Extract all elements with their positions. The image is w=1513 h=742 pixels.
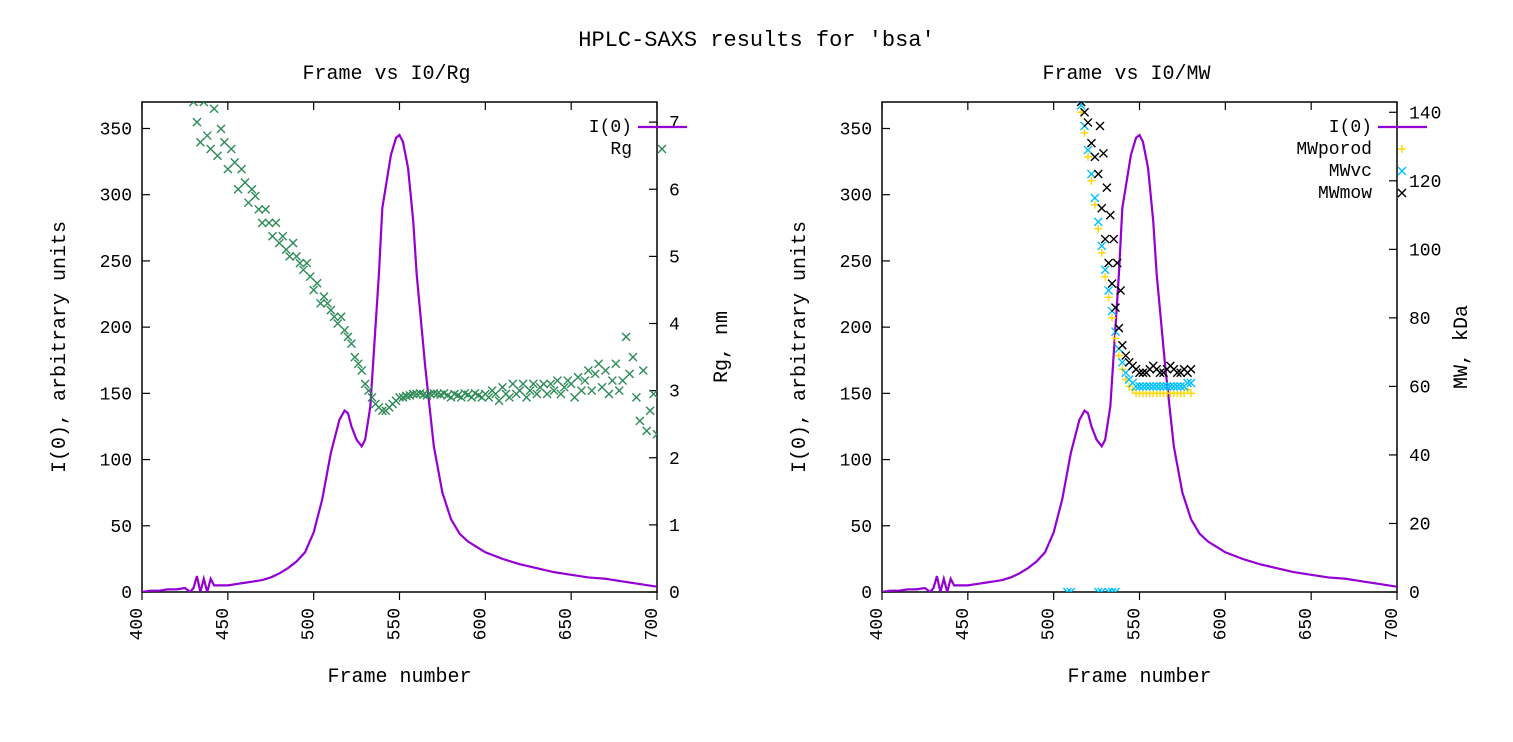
svg-text:120: 120	[1409, 173, 1441, 193]
svg-text:450: 450	[213, 608, 233, 640]
left-panel: Frame vs I0/Rg 4004505005506006507000501…	[37, 63, 737, 703]
svg-text:1: 1	[669, 517, 680, 537]
svg-text:150: 150	[99, 385, 131, 405]
svg-text:600: 600	[1211, 608, 1231, 640]
svg-text:550: 550	[1125, 608, 1145, 640]
svg-text:500: 500	[1039, 608, 1059, 640]
svg-text:Frame number: Frame number	[327, 666, 471, 689]
svg-text:300: 300	[99, 187, 131, 207]
svg-text:200: 200	[99, 319, 131, 339]
svg-text:MWporod: MWporod	[1296, 140, 1372, 160]
svg-text:200: 200	[839, 319, 871, 339]
svg-text:50: 50	[110, 518, 132, 538]
right-chart-svg: 4004505005506006507000501001502002503003…	[777, 92, 1477, 692]
main-title: HPLC-SAXS results for 'bsa'	[0, 0, 1513, 63]
svg-text:Frame number: Frame number	[1067, 666, 1211, 689]
svg-text:700: 700	[1383, 608, 1403, 640]
svg-text:4: 4	[669, 316, 680, 336]
svg-text:350: 350	[99, 120, 131, 140]
svg-text:500: 500	[299, 608, 319, 640]
svg-text:400: 400	[128, 608, 148, 640]
svg-text:300: 300	[839, 187, 871, 207]
svg-text:600: 600	[471, 608, 491, 640]
svg-text:250: 250	[99, 253, 131, 273]
svg-text:0: 0	[669, 584, 680, 604]
svg-text:I(0), arbitrary units: I(0), arbitrary units	[49, 221, 72, 473]
left-subtitle: Frame vs I0/Rg	[37, 63, 737, 86]
svg-text:650: 650	[557, 608, 577, 640]
svg-text:100: 100	[839, 452, 871, 472]
svg-text:0: 0	[861, 584, 872, 604]
svg-text:I(0): I(0)	[588, 118, 631, 138]
svg-text:40: 40	[1409, 447, 1431, 467]
svg-text:6: 6	[669, 181, 680, 201]
svg-text:0: 0	[121, 584, 132, 604]
svg-text:I(0): I(0)	[1328, 118, 1371, 138]
svg-text:I(0), arbitrary units: I(0), arbitrary units	[789, 221, 812, 473]
right-panel: Frame vs I0/MW 4004505005506006507000501…	[777, 63, 1477, 703]
svg-text:Rg: Rg	[610, 140, 632, 160]
svg-text:100: 100	[99, 452, 131, 472]
svg-text:50: 50	[850, 518, 872, 538]
svg-text:80: 80	[1409, 310, 1431, 330]
svg-text:MWvc: MWvc	[1328, 162, 1371, 182]
svg-text:250: 250	[839, 253, 871, 273]
svg-text:650: 650	[1297, 608, 1317, 640]
svg-text:150: 150	[839, 385, 871, 405]
left-chart-svg: 4004505005506006507000501001502002503003…	[37, 92, 737, 692]
svg-text:MWmow: MWmow	[1317, 184, 1371, 204]
svg-text:MW, kDa: MW, kDa	[1451, 305, 1474, 389]
svg-text:550: 550	[385, 608, 405, 640]
svg-text:350: 350	[839, 120, 871, 140]
svg-text:450: 450	[953, 608, 973, 640]
right-subtitle: Frame vs I0/MW	[777, 63, 1477, 86]
svg-text:100: 100	[1409, 241, 1441, 261]
svg-text:700: 700	[643, 608, 663, 640]
svg-text:20: 20	[1409, 515, 1431, 535]
svg-text:2: 2	[669, 450, 680, 470]
svg-text:3: 3	[669, 383, 680, 403]
svg-text:400: 400	[868, 608, 888, 640]
svg-text:0: 0	[1409, 584, 1420, 604]
panels-row: Frame vs I0/Rg 4004505005506006507000501…	[0, 63, 1513, 703]
svg-text:60: 60	[1409, 378, 1431, 398]
svg-text:5: 5	[669, 248, 680, 268]
svg-text:7: 7	[669, 114, 680, 134]
svg-text:Rg, nm: Rg, nm	[711, 311, 734, 383]
svg-text:140: 140	[1409, 104, 1441, 124]
